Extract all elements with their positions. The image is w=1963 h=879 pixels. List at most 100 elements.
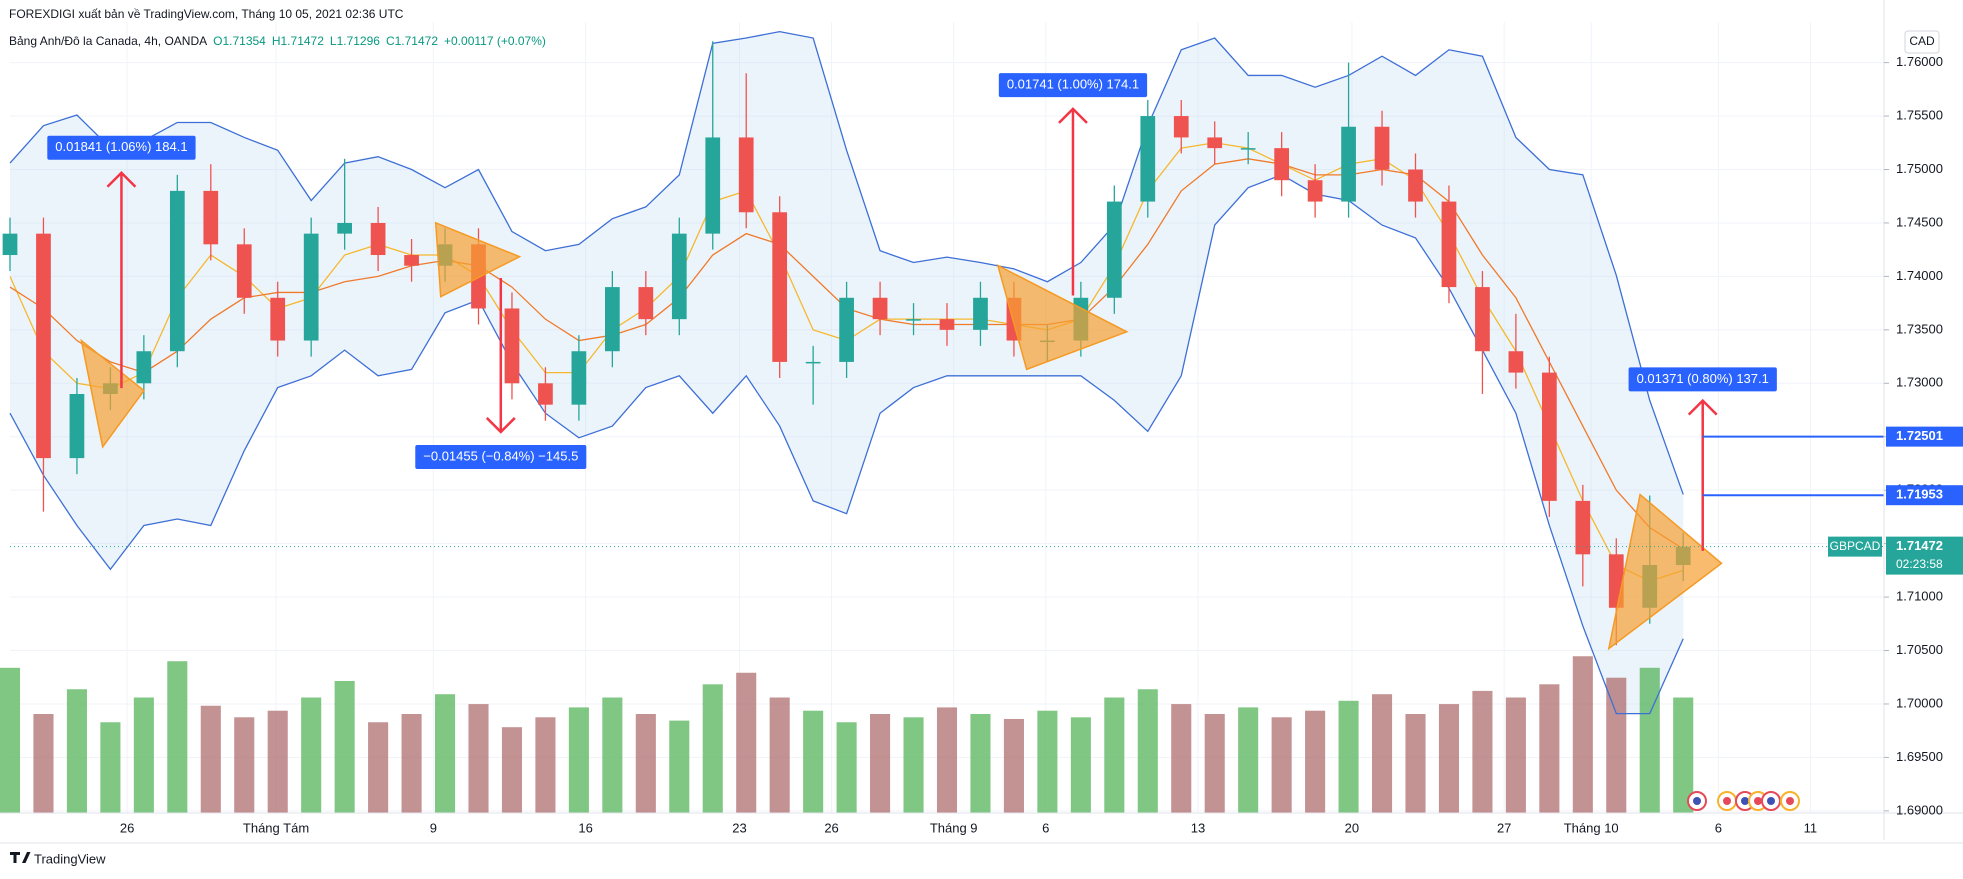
candle-body [36, 233, 51, 459]
candle-body [872, 297, 888, 320]
volume-bar [1505, 697, 1526, 813]
ticker-label: GBPCAD [1830, 539, 1881, 553]
candle-body [203, 190, 219, 245]
volume-bar [1438, 704, 1460, 813]
candle-body [136, 351, 152, 384]
candle-body [772, 212, 788, 362]
event-icon-dot [1786, 797, 1794, 805]
volume-bar [702, 684, 723, 813]
volume-bar [1238, 707, 1259, 813]
change: +0.00117 (+0.07%) [444, 34, 546, 48]
volume-bar [267, 710, 288, 813]
currency-label: CAD [1909, 34, 1935, 48]
y-tick-label: 1.69500 [1896, 749, 1943, 764]
candle-body [1408, 169, 1423, 202]
x-tick-label: 26 [120, 820, 134, 835]
event-icon-dot [1754, 797, 1762, 805]
candle-body [1274, 148, 1290, 181]
volume-bar [1572, 656, 1593, 813]
event-icon-dot [1723, 797, 1731, 805]
candle-body [1341, 126, 1356, 202]
candle-body [1307, 180, 1323, 202]
candle-body [939, 319, 955, 330]
ohlc-close: C1.71472 [385, 34, 438, 48]
last-price-box [1886, 536, 1963, 575]
x-tick-label: 6 [1715, 820, 1722, 835]
x-tick-label: 26 [824, 820, 838, 835]
candle-body [1207, 137, 1223, 149]
candle-body [1106, 201, 1122, 298]
volume-bar [100, 722, 121, 813]
candle-body [1240, 148, 1256, 150]
ohlc-open: O1.71354 [213, 34, 266, 48]
volume-bar [568, 707, 589, 813]
volume-bar [200, 705, 221, 813]
candle-body [370, 222, 386, 256]
candle-body [705, 137, 721, 234]
y-tick-label: 1.75000 [1896, 161, 1943, 176]
triangle-pattern [434, 221, 522, 298]
volume-bar [1673, 697, 1694, 813]
arrow-head [106, 171, 137, 188]
volume-bar [1070, 717, 1091, 813]
candle-body [303, 233, 319, 341]
x-tick-label: 6 [1042, 820, 1049, 835]
volume-bar [1305, 710, 1326, 813]
level-label: 1.71953 [1896, 487, 1943, 502]
candle-body [805, 361, 821, 364]
volume-bar [468, 704, 489, 813]
arrow-head [485, 417, 516, 434]
volume-bar [1137, 689, 1158, 813]
x-tick-label: Tháng Tám [243, 820, 309, 835]
volume-bar [133, 697, 154, 813]
event-icon-dot [1741, 797, 1749, 805]
x-tick-label: 9 [430, 820, 437, 835]
publisher-line: FOREXDIGI xuất bản về TradingView.com, T… [9, 7, 403, 21]
candle-body [270, 297, 286, 341]
volume-bar [1104, 697, 1125, 813]
volume-bar [401, 714, 422, 813]
candle-body [671, 233, 687, 320]
volume-bar [167, 661, 188, 813]
candle-body [1575, 500, 1591, 555]
volume-bar [769, 697, 790, 813]
y-tick-label: 1.75500 [1896, 108, 1943, 123]
volume-bar [736, 672, 757, 813]
volume-bar [1405, 714, 1426, 813]
volume-bar [368, 722, 389, 813]
symbol: Bảng Anh/Đô la Canada, 4h, OANDA [9, 34, 208, 48]
candle-body [638, 287, 654, 320]
volume-bar [803, 710, 824, 813]
level-box [1886, 426, 1963, 447]
measure-box [415, 444, 587, 469]
x-tick-label: 11 [1804, 820, 1818, 835]
candle-body [973, 297, 988, 330]
volume-bar [1338, 700, 1359, 813]
symbol-line: Bảng Anh/Đô la Canada, 4h, OANDA O1.7135… [9, 34, 546, 48]
volume-bar [936, 707, 958, 813]
measure-label: 0.01371 (0.80%) 137.1 [1637, 371, 1769, 386]
measure-label: 0.01841 (1.06%) 184.1 [55, 139, 187, 154]
volume-bar [1003, 718, 1024, 813]
arrow-head [1687, 398, 1718, 416]
x-tick-label: 20 [1345, 820, 1359, 835]
measure-box [998, 73, 1148, 98]
volume-bar [669, 720, 690, 813]
ohlc-high: H1.71472 [271, 34, 324, 48]
volume-bar [602, 697, 623, 813]
y-tick-label: 1.73000 [1896, 375, 1943, 390]
candle-body [69, 393, 85, 459]
candle-body [1541, 372, 1557, 501]
volume-bar [501, 727, 523, 813]
volume-bar [66, 689, 87, 813]
volume-bar [1271, 717, 1292, 813]
volume-bar [1539, 684, 1560, 813]
volume-bar [1606, 677, 1627, 813]
measure-label: 0.01741 (1.00%) 174.1 [1007, 77, 1139, 92]
candle-body [538, 383, 553, 405]
event-icon-dot [1693, 797, 1701, 805]
volume-bar [635, 714, 656, 813]
band-upper [9, 30, 1684, 495]
candle-body [1475, 287, 1490, 352]
candle-body [504, 308, 520, 384]
